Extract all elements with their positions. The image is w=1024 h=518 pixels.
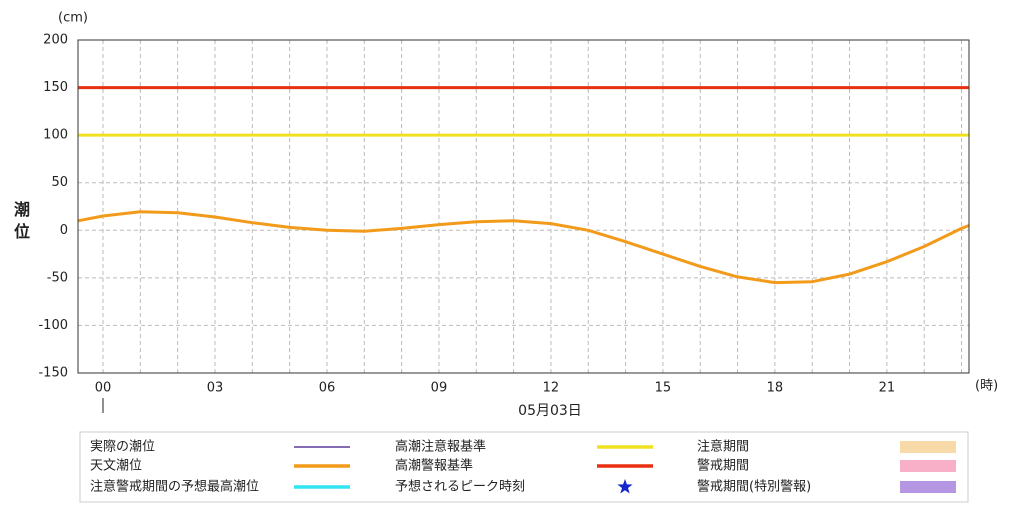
x-tick-label: 09 [431,381,448,396]
y-tick-label: 100 [43,128,68,143]
y-tick-label: 150 [43,80,68,95]
x-tick-label: 06 [319,381,336,396]
legend-swatch [900,441,956,453]
legend-box [79,431,969,503]
x-unit: (時) [975,379,998,394]
y-tick-label: -50 [47,270,68,285]
legend-label: 警戒期間(特別警報) [697,479,811,495]
legend-label: 注意警戒期間の予想最高潮位 [90,479,259,495]
legend-label: 実際の潮位 [90,439,155,455]
legend-label: 警戒期間 [697,458,749,474]
y-tick-label: -100 [38,318,68,333]
legend-swatch [900,460,956,472]
legend-label: 天文潮位 [90,459,142,474]
date-label: 05月03日 [518,403,582,419]
x-tick-label: 15 [655,381,672,396]
legend-label: 注意期間 [697,439,749,455]
legend-label: 高潮注意報基準 [395,439,486,455]
x-tick-label: 12 [543,381,560,396]
y-tick-label: -150 [38,366,68,381]
y-tick-label: 0 [60,223,68,238]
legend-label: 高潮警報基準 [395,458,473,474]
legend-swatch [617,479,633,494]
y-tick-label: 50 [51,175,68,190]
y-unit: (cm) [58,11,88,26]
x-tick-label: 18 [767,381,784,396]
y-tick-label: 200 [43,33,68,48]
x-tick-label: 03 [207,381,224,396]
tide-line [77,210,970,285]
legend-label: 予想されるピーク時刻 [395,479,525,495]
x-tick-label: 00 [95,381,112,396]
legend-swatch [900,481,956,493]
plot-frame [77,39,970,374]
y-axis-label: 潮位 [14,200,30,241]
x-tick-label: 21 [879,381,896,396]
